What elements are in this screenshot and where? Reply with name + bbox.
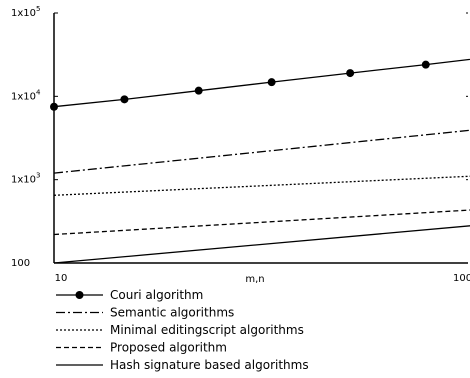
x-tick-label: 100: [453, 273, 470, 284]
y-tick-label: 1x105: [11, 5, 40, 19]
y-tick-label: 100: [11, 258, 30, 269]
ticks: 100 1x103 1x104 1x105 10 100: [11, 5, 470, 284]
legend-label: Minimal editingscript algorithms: [110, 323, 304, 337]
legend-label: Semantic algorithms: [110, 306, 234, 320]
data-point-couri-algorithm: [194, 86, 203, 95]
legend-marker: [75, 291, 84, 299]
legend-label: Proposed algorithm: [110, 341, 227, 355]
data-point-couri-algorithm: [421, 60, 430, 69]
axes: [53, 12, 468, 264]
data-point-couri-algorithm: [267, 78, 276, 87]
data-point-couri-algorithm: [120, 95, 129, 104]
data-point-couri-algorithm: [50, 102, 58, 111]
x-tick-label: 10: [55, 273, 68, 284]
data-point-couri-algorithm: [346, 69, 355, 78]
series-line-minimal-editingscript-algorithms: [53, 175, 470, 196]
y-tick-label: 1x104: [11, 88, 41, 102]
legend-label: Couri algorithm: [110, 288, 203, 302]
plot-series: [50, 58, 470, 264]
series-line-semantic-algorithms: [53, 129, 470, 174]
series-line-proposed-algorithm: [53, 209, 470, 236]
legend-label: Hash signature based algorithms: [110, 358, 309, 372]
legend: Couri algorithm Semantic algorithms Minima…: [56, 288, 309, 372]
series-line-couri-algorithm: [53, 58, 470, 108]
y-tick-label: 1x103: [11, 172, 40, 186]
series-line-hash-signature-based-algorithms: [53, 225, 470, 264]
x-axis-label: m,n: [245, 274, 264, 285]
